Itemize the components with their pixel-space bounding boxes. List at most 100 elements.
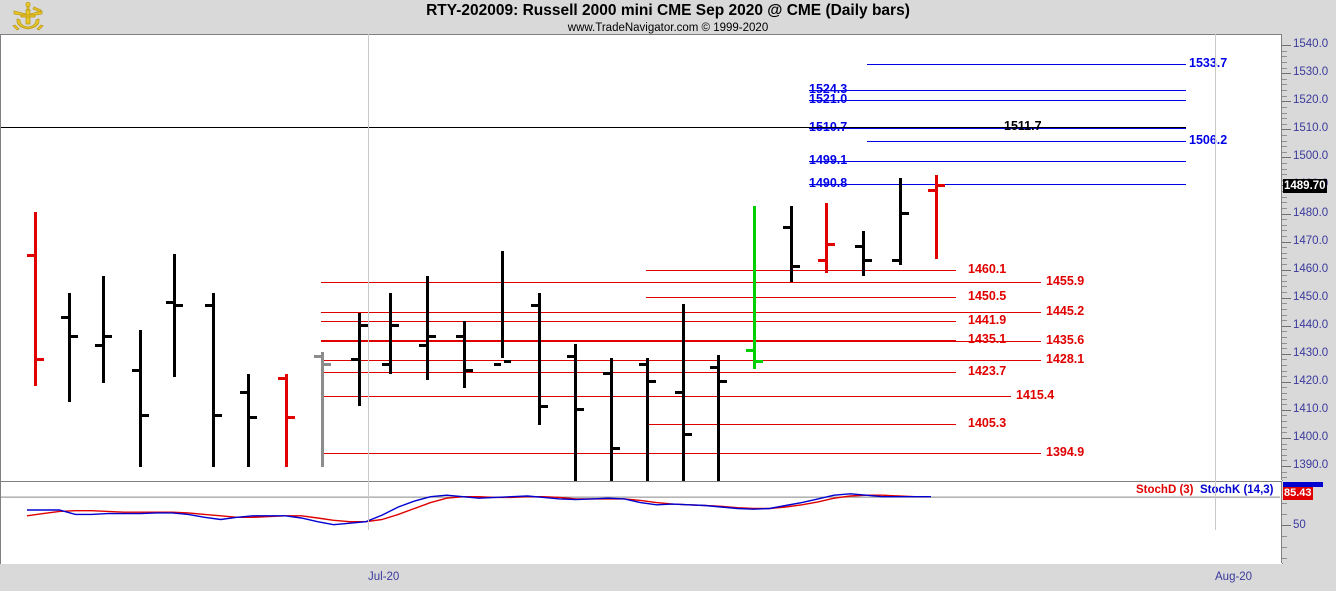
price-minor-tick bbox=[1282, 56, 1287, 57]
level-label: 1441.9 bbox=[968, 313, 1007, 327]
price-minor-tick bbox=[1282, 309, 1287, 310]
level-label: 1506.2 bbox=[1189, 133, 1228, 147]
price-tick-label: 1530.0 bbox=[1293, 66, 1329, 78]
price-tick bbox=[1282, 438, 1291, 439]
level-line bbox=[1, 127, 1186, 128]
time-tick-label: Jul-20 bbox=[368, 571, 400, 583]
level-line bbox=[867, 64, 1186, 65]
ohlc-close-tick bbox=[361, 324, 368, 327]
price-axis[interactable]: 1540.01530.01520.01510.01500.01490.01480… bbox=[1281, 34, 1336, 480]
ohlc-open-tick bbox=[166, 301, 173, 304]
ohlc-open-tick bbox=[603, 372, 610, 375]
price-tick bbox=[1282, 45, 1291, 46]
price-minor-tick bbox=[1282, 281, 1287, 282]
price-tick-label: 1410.0 bbox=[1293, 403, 1329, 415]
stoch-major-tick bbox=[1282, 525, 1291, 526]
price-minor-tick bbox=[1282, 421, 1287, 422]
price-minor-tick bbox=[1282, 68, 1287, 69]
ohlc-bar bbox=[358, 313, 361, 406]
price-minor-tick bbox=[1282, 174, 1287, 175]
price-minor-tick bbox=[1282, 343, 1287, 344]
price-minor-tick bbox=[1282, 225, 1287, 226]
ohlc-bar bbox=[899, 178, 902, 265]
price-tick bbox=[1282, 270, 1291, 271]
price-minor-tick bbox=[1282, 432, 1287, 433]
price-minor-tick bbox=[1282, 253, 1287, 254]
price-tick bbox=[1282, 354, 1291, 355]
ohlc-bar bbox=[173, 254, 176, 377]
level-line bbox=[321, 312, 1041, 313]
price-minor-tick bbox=[1282, 393, 1287, 394]
price-minor-tick bbox=[1282, 124, 1287, 125]
ohlc-close-tick bbox=[793, 265, 800, 268]
price-minor-tick bbox=[1282, 404, 1287, 405]
stochastic-pane[interactable] bbox=[0, 481, 1283, 565]
price-tick-label: 1470.0 bbox=[1293, 235, 1329, 247]
ohlc-open-tick bbox=[818, 259, 825, 262]
price-tick-label: 1540.0 bbox=[1293, 38, 1329, 50]
ohlc-open-tick bbox=[240, 391, 247, 394]
price-tick bbox=[1282, 214, 1291, 215]
price-plot-area: 1533.7 1524.3 1521.0 1510.7 1511.7 1506.2 1499… bbox=[1, 35, 1282, 481]
price-minor-tick bbox=[1282, 79, 1287, 80]
price-minor-tick bbox=[1282, 107, 1287, 108]
ohlc-close-tick bbox=[541, 405, 548, 408]
level-line bbox=[809, 184, 1186, 185]
ohlc-close-tick bbox=[613, 447, 620, 450]
price-tick bbox=[1282, 410, 1291, 411]
ohlc-open-tick bbox=[132, 369, 139, 372]
stoch-value-badge: 85.43 bbox=[1283, 487, 1313, 500]
price-tick-label: 1480.0 bbox=[1293, 207, 1329, 219]
ohlc-close-tick bbox=[720, 380, 727, 383]
level-label: 1423.7 bbox=[968, 364, 1007, 378]
ohlc-bar bbox=[935, 175, 938, 259]
price-minor-tick bbox=[1282, 331, 1287, 332]
level-line bbox=[321, 341, 1041, 342]
ohlc-close-tick bbox=[37, 358, 44, 361]
ohlc-close-tick bbox=[466, 369, 473, 372]
price-tick-label: 1460.0 bbox=[1293, 263, 1329, 275]
ohlc-close-tick bbox=[902, 212, 909, 215]
ohlc-bar bbox=[321, 352, 324, 467]
level-line bbox=[809, 161, 1186, 162]
ohlc-open-tick bbox=[567, 355, 574, 358]
ohlc-open-tick bbox=[351, 358, 358, 361]
ohlc-bar bbox=[682, 304, 685, 481]
ohlc-open-tick bbox=[382, 363, 389, 366]
ohlc-open-tick bbox=[494, 363, 501, 366]
price-tick bbox=[1282, 242, 1291, 243]
price-tick bbox=[1282, 129, 1291, 130]
ohlc-bar bbox=[753, 206, 756, 369]
level-line bbox=[321, 321, 956, 322]
stochd-line bbox=[26, 494, 931, 523]
price-chart-pane[interactable]: 1533.7 1524.3 1521.0 1510.7 1511.7 1506.2 1499… bbox=[0, 34, 1283, 481]
price-minor-tick bbox=[1282, 477, 1287, 478]
price-minor-tick bbox=[1282, 399, 1287, 400]
price-minor-tick bbox=[1282, 118, 1287, 119]
level-label: 1499.1 bbox=[809, 153, 848, 167]
ohlc-open-tick bbox=[61, 316, 68, 319]
level-label: 1521.0 bbox=[809, 92, 848, 106]
ohlc-bar bbox=[610, 358, 613, 481]
stoch-minor-tick bbox=[1282, 558, 1287, 559]
price-minor-tick bbox=[1282, 387, 1287, 388]
price-minor-tick bbox=[1282, 141, 1287, 142]
price-minor-tick bbox=[1282, 163, 1287, 164]
ohlc-bar bbox=[426, 276, 429, 380]
ohlc-close-tick bbox=[938, 184, 945, 187]
price-minor-tick bbox=[1282, 236, 1287, 237]
level-line bbox=[321, 282, 1041, 283]
price-minor-tick bbox=[1282, 84, 1287, 85]
price-minor-tick bbox=[1282, 202, 1287, 203]
price-minor-tick bbox=[1282, 152, 1287, 153]
price-tick-label: 1390.0 bbox=[1293, 459, 1329, 471]
ohlc-open-tick bbox=[892, 259, 899, 262]
ohlc-bar bbox=[212, 293, 215, 467]
price-minor-tick bbox=[1282, 197, 1287, 198]
level-line bbox=[867, 141, 1186, 142]
level-label: 1490.8 bbox=[809, 176, 848, 190]
price-tick bbox=[1282, 157, 1291, 158]
ohlc-bar bbox=[247, 374, 250, 467]
ohlc-close-tick bbox=[756, 360, 763, 363]
